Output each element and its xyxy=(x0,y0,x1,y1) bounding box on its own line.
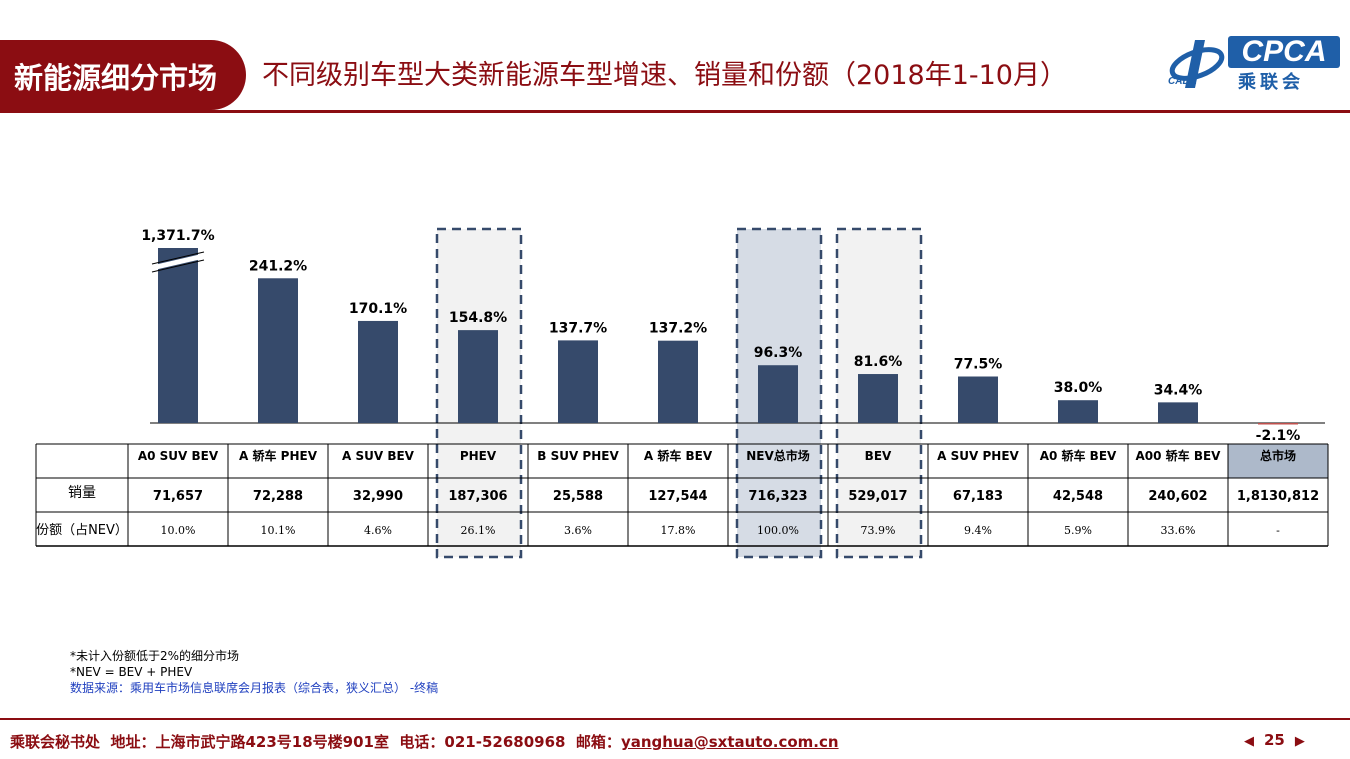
table-cell-0-3: 187,306 xyxy=(448,489,507,504)
cpca-logo xyxy=(1165,32,1345,92)
axis-break-line-0 xyxy=(151,259,205,273)
data-label-5: 137.2% xyxy=(649,321,707,337)
bar-6 xyxy=(758,365,798,423)
table-cell-0-1: 72,288 xyxy=(253,489,303,504)
total-header-fill xyxy=(1228,444,1328,478)
data-label-1: 241.2% xyxy=(249,258,307,274)
table-header-5: A 轿车 BEV xyxy=(644,448,713,463)
slide-title: 不同级别车型大类新能源车型增速、销量和份额（2018年1-10月） xyxy=(262,60,1067,91)
table-cell-1-6: 100.0% xyxy=(757,524,799,537)
bar-10 xyxy=(1158,402,1198,423)
table-header-6: NEV总市场 xyxy=(746,448,810,463)
triangle-right-icon[interactable]: ▶ xyxy=(1294,734,1305,749)
table-cell-1-8: 9.4% xyxy=(964,524,992,537)
footer-org: 乘联会秘书处 xyxy=(10,733,101,751)
table-header-9: A0 轿车 BEV xyxy=(1040,448,1117,463)
axis-break-line-b-0 xyxy=(151,251,205,265)
data-label-3: 154.8% xyxy=(449,310,507,326)
footer-divider xyxy=(0,718,1350,720)
footer-email-label: 邮箱： xyxy=(575,733,621,751)
table-cell-1-10: 33.6% xyxy=(1161,524,1196,537)
table-row-label-1: 份额（占NEV） xyxy=(36,523,128,538)
data-label-4: 137.7% xyxy=(549,320,607,336)
logo-brand: CPCA xyxy=(1228,36,1340,68)
table-cell-1-4: 3.6% xyxy=(564,524,592,537)
bar-0 xyxy=(158,248,198,423)
table-cell-0-7: 529,017 xyxy=(848,489,907,504)
section-label: 新能源细分市场 xyxy=(14,61,218,95)
table-header-1: A 轿车 PHEV xyxy=(239,448,318,463)
table-header-10: A00 轿车 BEV xyxy=(1136,448,1222,463)
table-cell-1-9: 5.9% xyxy=(1064,524,1092,537)
note-min-share: *未计入份额低于2%的细分市场 xyxy=(70,649,240,663)
table-row-label-0: 销量 xyxy=(68,485,96,501)
bar-2 xyxy=(358,320,398,423)
footer-address: 地址：上海市武宁路423号18号楼901室 xyxy=(110,733,389,751)
bar-11 xyxy=(1258,423,1298,425)
table-cell-0-4: 25,588 xyxy=(553,489,603,504)
bar-1 xyxy=(258,278,298,423)
pager: ◀ 25 ▶ xyxy=(1244,731,1305,749)
table-header-2: A SUV BEV xyxy=(342,449,415,463)
note-nev-definition: *NEV = BEV + PHEV xyxy=(70,665,193,679)
data-label-0: 1,371.7% xyxy=(141,228,214,244)
table-header-7: BEV xyxy=(865,449,892,463)
table-cell-1-0: 10.0% xyxy=(161,524,196,537)
table-header-4: B SUV PHEV xyxy=(537,449,619,463)
data-label-11: -2.1% xyxy=(1256,428,1301,444)
table-cell-0-10: 240,602 xyxy=(1148,489,1207,504)
header-divider xyxy=(0,110,1350,113)
bar-7 xyxy=(858,374,898,423)
table-cell-0-5: 127,544 xyxy=(648,489,707,504)
bar-4 xyxy=(558,340,598,423)
logo-emblem-text: CADA xyxy=(1168,76,1197,87)
data-label-9: 38.0% xyxy=(1054,380,1103,396)
data-label-8: 77.5% xyxy=(954,357,1003,373)
triangle-left-icon[interactable]: ◀ xyxy=(1244,734,1254,749)
table-cell-1-11: - xyxy=(1276,524,1280,537)
footer-phone: 电话：021-52680968 xyxy=(399,733,566,751)
table-header-11: 总市场 xyxy=(1260,448,1296,463)
table-header-3: PHEV xyxy=(460,449,497,463)
data-label-7: 81.6% xyxy=(854,354,903,370)
notes: *未计入份额低于2%的细分市场 *NEV = BEV + PHEV 数据来源：乘… xyxy=(70,648,438,696)
section-tab xyxy=(0,40,246,110)
table-cell-1-1: 10.1% xyxy=(261,524,296,537)
table-header-0: A0 SUV BEV xyxy=(138,449,219,463)
table-cell-1-7: 73.9% xyxy=(861,524,896,537)
table-cell-0-0: 71,657 xyxy=(153,489,203,504)
footer-contact: 乘联会秘书处 地址：上海市武宁路423号18号楼901室 电话：021-5268… xyxy=(10,731,839,752)
data-label-10: 34.4% xyxy=(1154,382,1203,398)
data-label-6: 96.3% xyxy=(754,345,803,361)
table-header-8: A SUV PHEV xyxy=(937,449,1019,463)
bar-5 xyxy=(658,340,698,423)
logo-subtitle: 乘联会 xyxy=(1238,72,1304,93)
table-cell-0-11: 1,8130,812 xyxy=(1237,489,1319,504)
table-cell-1-2: 4.6% xyxy=(364,524,392,537)
data-label-2: 170.1% xyxy=(349,301,407,317)
growth-bar-chart: 1,371.7% 241.2% 170.1% 154.8% 137.7% 137.2% 96… xyxy=(35,227,1329,559)
bar-3 xyxy=(458,330,498,423)
table-cell-0-2: 32,990 xyxy=(353,489,403,504)
data-source: 数据来源：乘用车市场信息联席会月报表（综合表，狭义汇总） -终稿 xyxy=(70,681,439,695)
cada-emblem-icon xyxy=(1169,40,1225,88)
table-cell-0-6: 716,323 xyxy=(748,489,807,504)
table-cell-0-8: 67,183 xyxy=(953,489,1003,504)
footer-email-link[interactable]: yanghua@sxtauto.com.cn xyxy=(620,733,839,751)
table-cell-1-3: 26.1% xyxy=(461,524,496,537)
table-cell-0-9: 42,548 xyxy=(1053,489,1103,504)
axis-break-mark-0 xyxy=(151,253,205,271)
bar-9 xyxy=(1058,400,1098,423)
bar-8 xyxy=(958,376,998,423)
page-number: 25 xyxy=(1264,731,1285,749)
table-cell-1-5: 17.8% xyxy=(661,524,696,537)
